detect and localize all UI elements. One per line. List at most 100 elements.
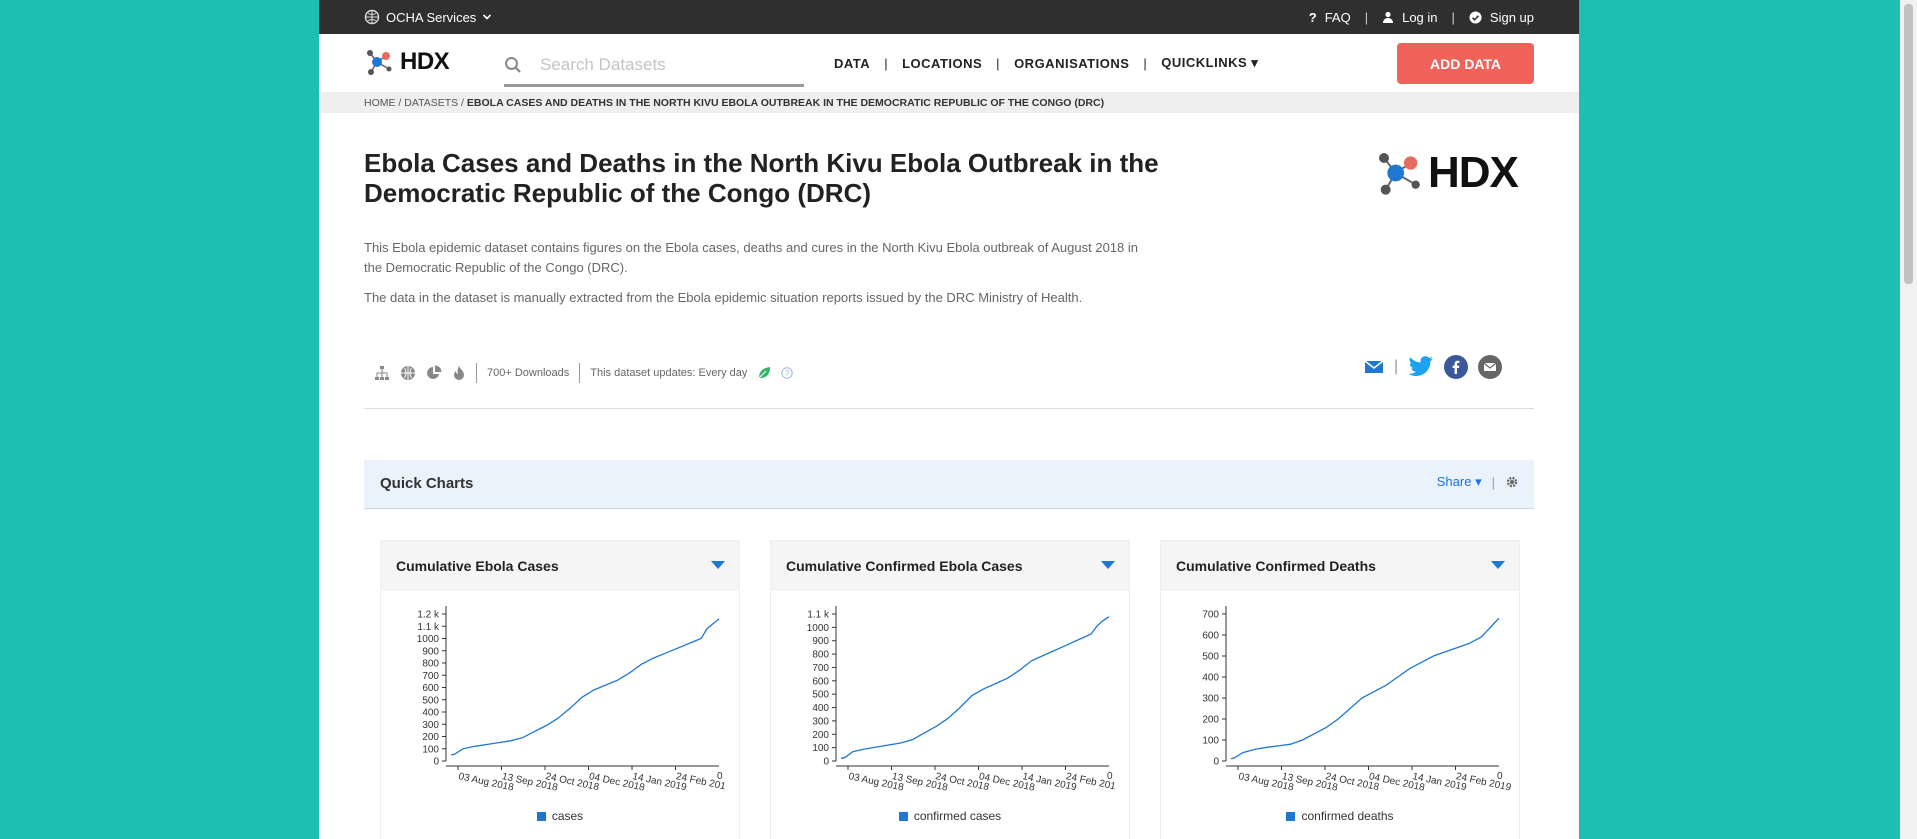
y-tick-label: 1.1 k — [417, 622, 440, 633]
contact-envelope-icon[interactable] — [1364, 359, 1384, 375]
y-tick-label: 600 — [1202, 631, 1219, 642]
svg-text:?: ? — [785, 369, 790, 378]
facebook-icon[interactable] — [1444, 355, 1469, 379]
series-line — [450, 618, 720, 756]
quick-charts-header: Quick Charts Share ▾ | — [364, 460, 1534, 509]
chart-card-header: Cumulative Confirmed Deaths — [1161, 541, 1519, 591]
legend-label: cases — [551, 809, 584, 823]
nav-item-data[interactable]: DATA — [834, 55, 871, 71]
chart-card: Cumulative Confirmed Deaths 0 100 200 300 40… — [1160, 540, 1520, 839]
separator: | — [1143, 55, 1148, 71]
chart-card: Cumulative Confirmed Ebola Cases 0 100 200… — [770, 540, 1130, 839]
logo-text: HDX — [1428, 148, 1519, 197]
downloads-count: 700+ Downloads — [487, 367, 570, 379]
y-tick-label: 1.1 k — [807, 610, 830, 621]
twitter-icon[interactable] — [1408, 356, 1434, 378]
y-tick-label: 100 — [812, 743, 829, 754]
y-tick-label: 0 — [433, 757, 439, 768]
y-tick-label: 300 — [1202, 694, 1219, 705]
quick-charts-title: Quick Charts — [380, 475, 474, 492]
un-globe-icon — [364, 9, 380, 25]
nav-item-organisations[interactable]: ORGANISATIONS — [1014, 55, 1130, 71]
share-dropdown[interactable]: Share ▾ — [1436, 474, 1482, 489]
breadcrumb-datasets[interactable]: DATASETS — [404, 97, 459, 109]
globe-icon[interactable] — [400, 365, 416, 381]
sitemap-icon[interactable] — [374, 365, 390, 381]
email-share-icon[interactable] — [1478, 355, 1503, 379]
ocha-services-menu[interactable]: OCHA Services — [364, 0, 492, 34]
separator: | — [884, 55, 889, 71]
scrollbar[interactable] — [1900, 0, 1917, 839]
y-tick-label: 500 — [1202, 652, 1219, 663]
y-tick-label: 400 — [1202, 673, 1219, 684]
scrollbar-thumb[interactable] — [1904, 4, 1913, 284]
divider — [579, 363, 581, 383]
hdx-network-icon — [367, 50, 392, 75]
chart-title: Cumulative Confirmed Deaths — [1176, 558, 1376, 574]
add-data-button[interactable]: ADD DATA — [1397, 43, 1534, 84]
share-bar: | — [1364, 355, 1503, 379]
y-tick-label: 900 — [422, 646, 439, 657]
check-circle-icon — [1469, 11, 1482, 24]
hdx-network-icon — [1379, 153, 1420, 195]
help-icon[interactable]: ? — [781, 367, 794, 379]
leaf-icon — [757, 366, 771, 380]
search-input[interactable]: Search Datasets — [540, 55, 666, 74]
hdx-logo[interactable]: HDX — [364, 47, 450, 77]
y-tick-label: 200 — [422, 732, 439, 743]
chart-legend: cases — [381, 809, 739, 823]
faq-link[interactable]: ? FAQ — [1309, 10, 1351, 25]
signup-link[interactable]: Sign up — [1469, 10, 1534, 25]
nav-menu: DATA | LOCATIONS | ORGANISATIONS | QUICK… — [834, 34, 1258, 92]
y-tick-label: 1.2 k — [417, 610, 440, 621]
y-tick-label: 900 — [812, 636, 829, 647]
search-bar[interactable]: Search Datasets — [504, 46, 804, 87]
separator: | — [1491, 474, 1495, 490]
y-tick-label: 500 — [812, 690, 829, 701]
dataset-meta: 700+ Downloads This dataset updates: Eve… — [364, 360, 794, 386]
legend-swatch — [898, 812, 908, 822]
top-bar: OCHA Services ? FAQ | Log in | — [319, 0, 1579, 34]
question-icon: ? — [1308, 9, 1317, 25]
y-tick-label: 300 — [812, 716, 829, 727]
chart-card-header: Cumulative Confirmed Ebola Cases — [771, 541, 1129, 591]
y-tick-label: 100 — [422, 744, 439, 755]
divider — [476, 363, 477, 383]
chart-legend: confirmed deaths — [1161, 809, 1519, 823]
gear-icon[interactable] — [1505, 475, 1519, 489]
main-nav: HDX Search Datasets DATA | LOCATIONS | O… — [319, 34, 1579, 93]
fire-icon[interactable] — [452, 365, 466, 381]
page: OCHA Services ? FAQ | Log in | — [319, 0, 1579, 839]
y-tick-label: 200 — [812, 730, 829, 741]
nav-item-locations[interactable]: LOCATIONS — [902, 55, 983, 71]
y-tick-label: 700 — [812, 663, 829, 674]
legend-swatch — [1286, 812, 1296, 822]
separator: | — [1451, 9, 1455, 25]
y-tick-label: 0 — [823, 757, 829, 768]
y-tick-label: 500 — [422, 695, 439, 706]
separator: | — [996, 55, 1001, 71]
divider — [364, 408, 1534, 409]
breadcrumb-home[interactable]: HOME — [364, 97, 396, 109]
separator: | — [1364, 9, 1369, 25]
chart-menu-caret-icon[interactable] — [711, 561, 725, 569]
description-paragraph: The data in the dataset is manually extr… — [364, 290, 1083, 305]
chart-title: Cumulative Ebola Cases — [396, 558, 559, 574]
nav-item-quicklinks[interactable]: QUICKLINKS ▾ — [1161, 55, 1259, 70]
chart-menu-caret-icon[interactable] — [1101, 561, 1115, 569]
chart-menu-caret-icon[interactable] — [1491, 561, 1505, 569]
page-title: Ebola Cases and Deaths in the North Kivu… — [364, 148, 1159, 208]
series-line — [1230, 617, 1500, 760]
organisation-logo[interactable]: HDX — [1374, 148, 1519, 198]
y-tick-label: 400 — [422, 708, 439, 719]
chart-legend: confirmed cases — [771, 809, 1129, 823]
pie-chart-icon[interactable] — [426, 365, 442, 381]
logo-text: HDX — [400, 48, 450, 75]
legend-swatch — [536, 812, 546, 822]
login-link[interactable]: Log in — [1382, 9, 1438, 25]
update-frequency: This dataset updates: Every day — [590, 367, 748, 379]
login-label: Log in — [1402, 9, 1438, 25]
signup-label: Sign up — [1489, 9, 1534, 25]
